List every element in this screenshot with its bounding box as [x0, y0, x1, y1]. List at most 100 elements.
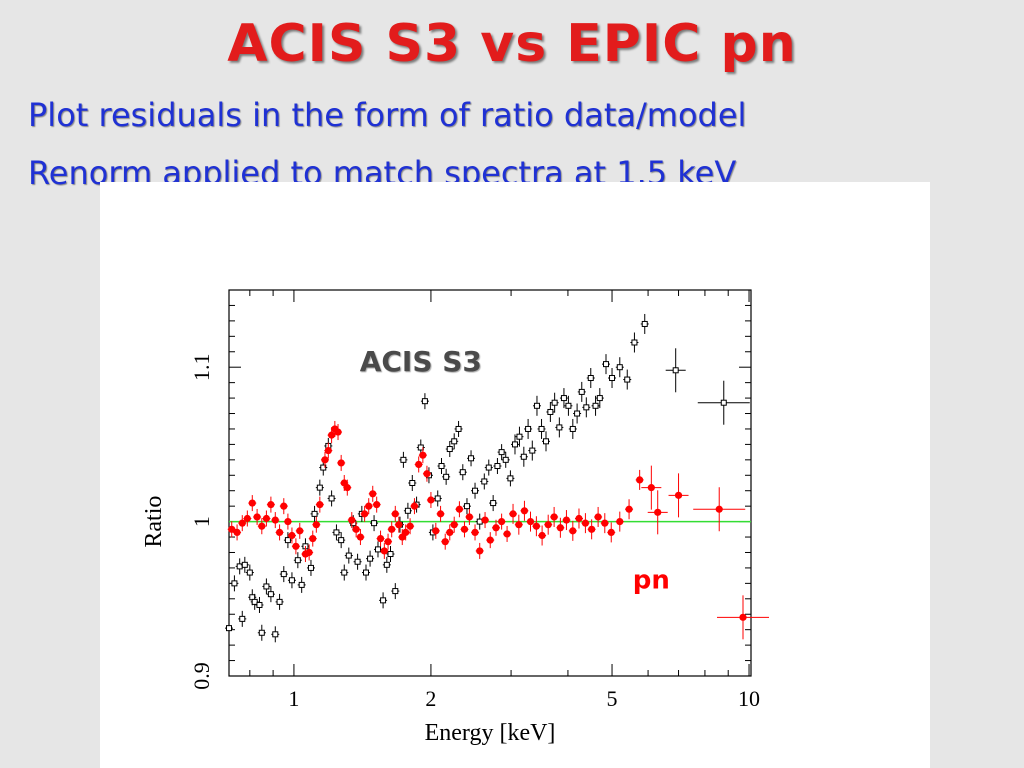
x-tick-label: 2 [425, 686, 436, 711]
marker-square [280, 571, 287, 578]
marker-square [421, 398, 428, 405]
marker-circle [515, 521, 523, 529]
data-point [492, 519, 501, 536]
data-point [262, 578, 271, 595]
marker-square [311, 510, 318, 517]
data-point [426, 491, 435, 508]
marker-square [226, 625, 232, 632]
marker-square [298, 581, 305, 588]
data-point [462, 498, 471, 515]
marker-circle [607, 528, 615, 537]
data-point [370, 515, 379, 532]
data-point [382, 556, 391, 573]
marker-circle [594, 513, 602, 521]
data-point [291, 538, 300, 555]
marker-square [616, 364, 623, 371]
data-point [279, 566, 288, 583]
data-point [520, 500, 529, 521]
data-point [368, 485, 377, 502]
data-point [532, 395, 541, 416]
data-point [391, 583, 400, 600]
data-point [556, 517, 565, 538]
marker-circle [674, 491, 683, 499]
data-point [315, 479, 324, 496]
data-point [362, 564, 371, 581]
data-point [266, 586, 275, 603]
marker-circle [715, 505, 723, 513]
data-point [635, 469, 644, 490]
data-point [320, 451, 329, 468]
marker-circle [243, 514, 251, 523]
data-point [225, 620, 233, 637]
data-point [497, 444, 506, 461]
marker-square [345, 552, 352, 559]
marker-square [367, 555, 374, 562]
data-point [445, 441, 454, 458]
data-point [647, 490, 668, 535]
data-point [581, 513, 590, 534]
y-axis-label: Ratio [141, 496, 167, 548]
marker-circle [410, 502, 419, 510]
data-point [437, 458, 446, 475]
data-point [538, 525, 547, 546]
marker-circle [356, 533, 365, 541]
marker-circle [238, 519, 246, 527]
data-point [353, 553, 362, 570]
data-point [414, 456, 423, 473]
marker-circle [526, 518, 535, 526]
marker-square [529, 447, 536, 454]
marker-circle [509, 510, 517, 518]
marker-circle [415, 460, 423, 469]
marker-circle [647, 484, 655, 492]
data-point [587, 519, 596, 540]
data-point [394, 516, 403, 533]
data-point [352, 521, 361, 538]
marker-square [239, 615, 246, 622]
data-point [379, 592, 388, 609]
marker-circle [284, 518, 292, 526]
data-point [373, 541, 382, 558]
data-point [295, 522, 304, 539]
data-point [493, 458, 502, 475]
data-point [340, 564, 349, 581]
marker-square [380, 597, 387, 604]
data-point [697, 380, 750, 425]
data-point [275, 524, 284, 541]
marker-circle [388, 525, 396, 533]
marker-square [485, 464, 492, 471]
data-point [233, 524, 242, 541]
marker-circle [352, 525, 360, 533]
data-point [550, 506, 559, 527]
marker-circle [305, 548, 313, 557]
marker-square [547, 408, 554, 415]
data-point [509, 503, 518, 524]
data-point [568, 418, 577, 439]
marker-circle [520, 507, 529, 515]
data-point [484, 459, 493, 476]
marker-circle [253, 513, 261, 521]
marker-circle [616, 518, 624, 526]
data-point [537, 418, 546, 439]
data-point [630, 332, 639, 353]
marker-square [446, 446, 453, 453]
marker-square [251, 598, 258, 605]
marker-square [438, 463, 445, 470]
data-point [454, 420, 463, 437]
data-point [510, 434, 519, 455]
marker-square [246, 569, 253, 576]
data-point [380, 542, 389, 559]
marker-square [596, 395, 603, 402]
marker-square [507, 475, 514, 482]
marker-square [341, 569, 348, 576]
marker-circle [588, 525, 596, 533]
marker-circle [258, 522, 266, 530]
data-point [337, 454, 346, 471]
data-point [445, 524, 454, 541]
marker-circle [601, 519, 609, 527]
marker-circle [486, 536, 494, 544]
data-point [306, 559, 315, 576]
acis-series [225, 313, 750, 643]
marker-square [400, 456, 407, 463]
marker-circle [292, 542, 300, 550]
acis-annotation: ACIS S3 [360, 345, 482, 378]
